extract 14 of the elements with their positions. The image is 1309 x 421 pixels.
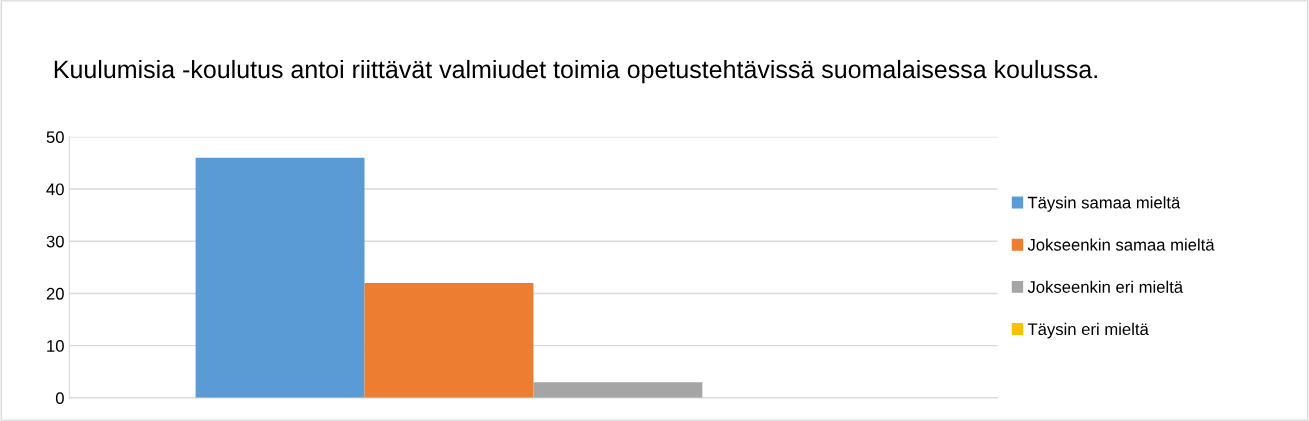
bar	[533, 382, 703, 398]
y-tick-label: 40	[46, 183, 64, 196]
y-tick-label: 0	[55, 392, 64, 405]
bar	[364, 283, 534, 398]
y-tick-label: 30	[46, 235, 64, 248]
legend-label: Jokseenkin samaa mieltä	[1027, 238, 1215, 251]
bar	[195, 157, 365, 398]
y-tick-label: 20	[46, 287, 64, 300]
legend-label: Jokseenkin eri mieltä	[1027, 280, 1184, 293]
legend-label: Täysin eri mieltä	[1027, 322, 1149, 339]
legend-label: Täysin samaa mieltä	[1027, 196, 1181, 212]
y-tick-label: 10	[47, 340, 64, 352]
y-tick-label: 50	[46, 131, 64, 144]
chart-title: Kuulumisia -koulutus antoi riittävät valmiudet toimia opetustehtävissä suomalaisessa koulussa.	[54, 59, 1097, 84]
